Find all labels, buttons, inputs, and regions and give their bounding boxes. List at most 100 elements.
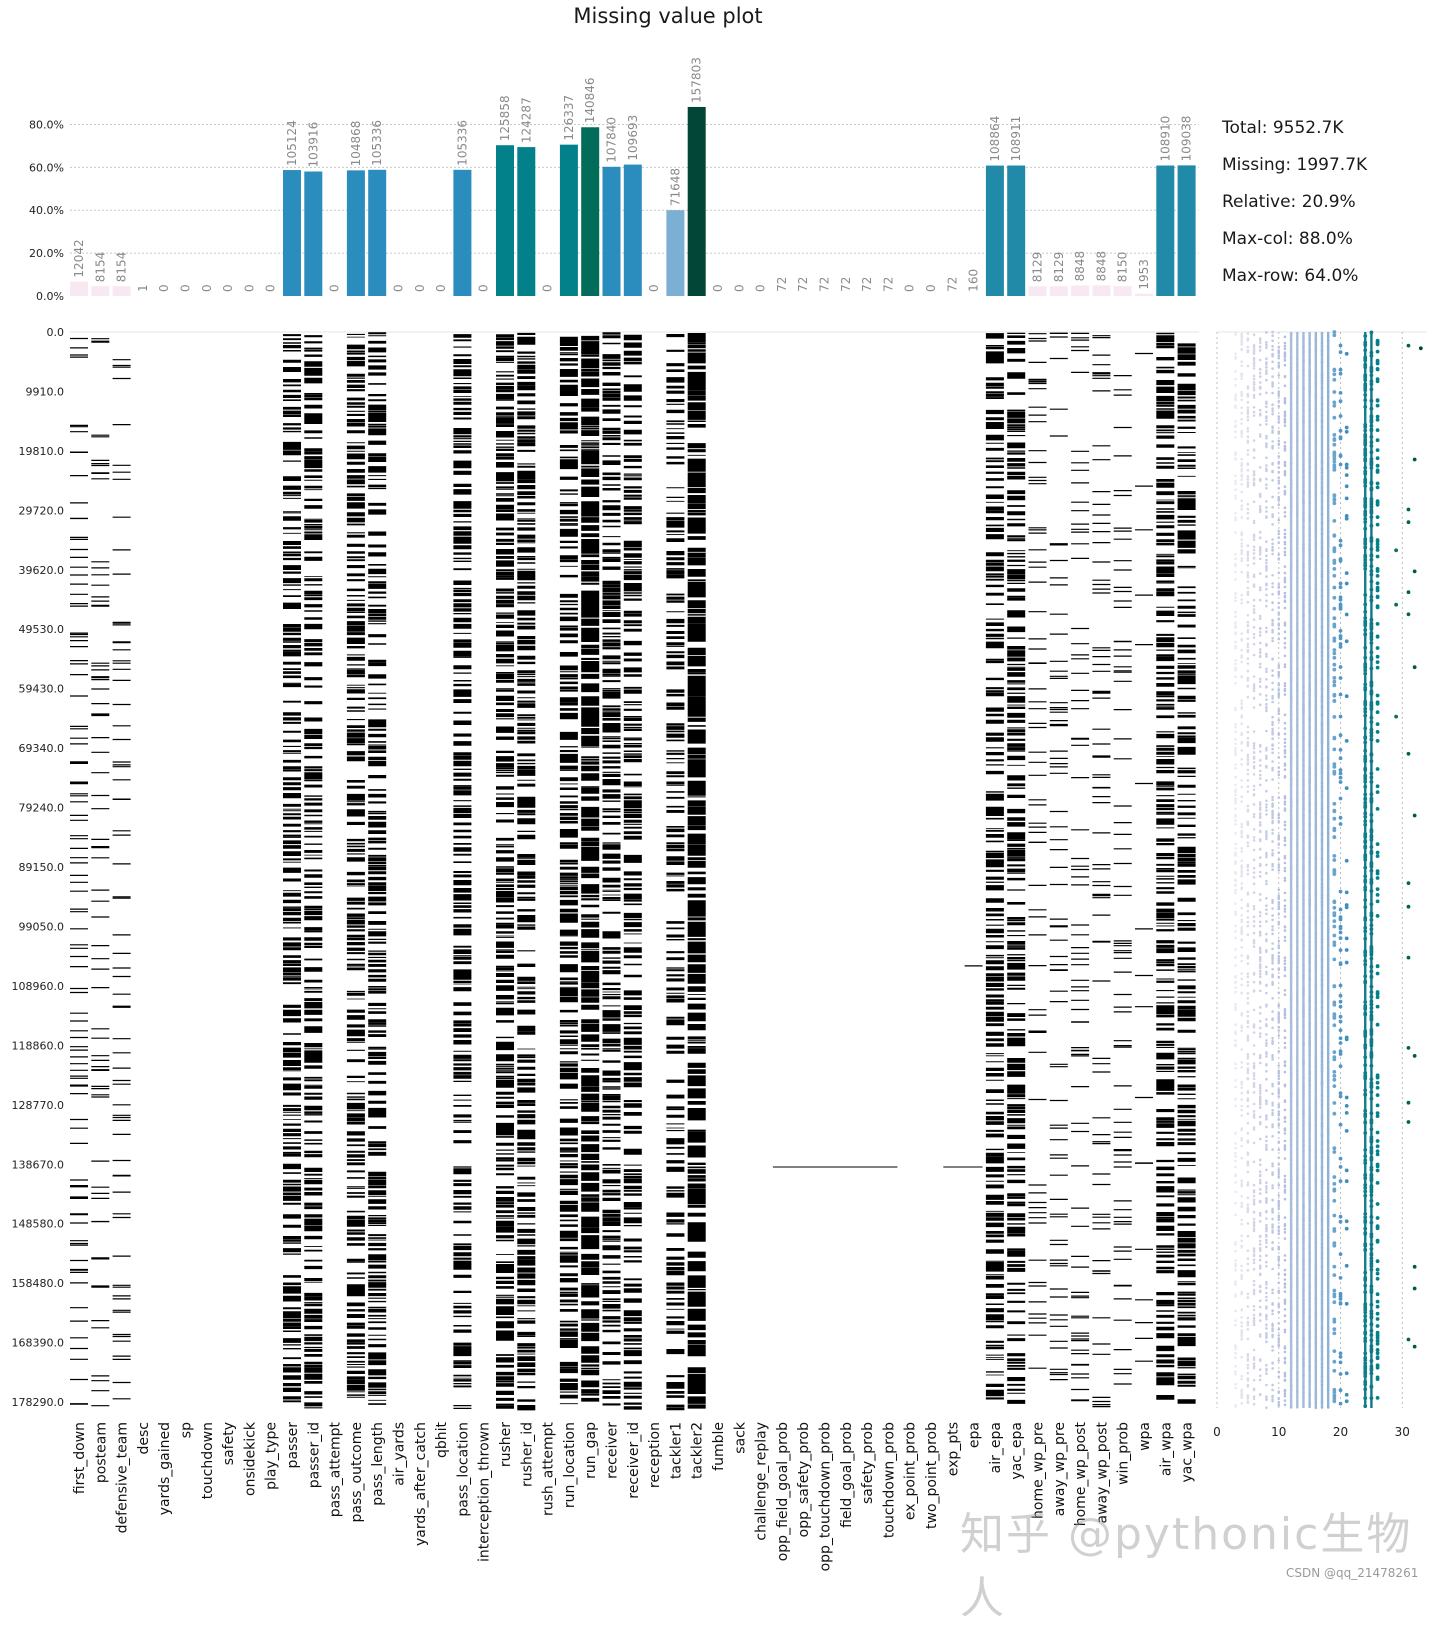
bar-value-label: 72 bbox=[881, 277, 895, 292]
credit-text: CSDN @qq_21478261 bbox=[1286, 1566, 1418, 1580]
density-dots-8 bbox=[1265, 331, 1268, 1409]
watermark: 知乎 @pythonic生物人 bbox=[960, 1498, 1440, 1626]
bar-value-label: 72 bbox=[796, 277, 810, 292]
bar-value-label: 12042 bbox=[72, 239, 86, 277]
bar-ytick-label: 60.0% bbox=[29, 161, 64, 174]
density-dots-26 bbox=[1376, 339, 1380, 1400]
density-xtick-label: 10 bbox=[1271, 1425, 1286, 1439]
bar-value-label: 0 bbox=[903, 284, 917, 292]
column-label-receiver: receiver bbox=[605, 1422, 621, 1479]
matrix-missing-segments bbox=[965, 965, 983, 966]
bar-value-label: 0 bbox=[328, 284, 342, 292]
matrix-missing-segments bbox=[1007, 333, 1025, 1404]
bar-value-label: 0 bbox=[434, 284, 448, 292]
bar-value-label: 0 bbox=[754, 284, 768, 292]
bar-value-label: 72 bbox=[818, 277, 832, 292]
column-label-yards_gained: yards_gained bbox=[157, 1422, 173, 1515]
matrix-row-tick-label: 99050.0 bbox=[19, 920, 65, 933]
bar-away_wp_pre bbox=[1050, 286, 1068, 296]
column-label-sack: sack bbox=[732, 1421, 748, 1454]
bar-receiver bbox=[603, 167, 621, 296]
column-label-air_epa: air_epa bbox=[988, 1422, 1004, 1473]
column-label-two_point_prob: two_point_prob bbox=[924, 1422, 940, 1529]
column-label-touchdown: touchdown bbox=[200, 1422, 216, 1499]
matrix-row-tick-label: 158480.0 bbox=[12, 1277, 65, 1290]
bar-value-label: 105336 bbox=[370, 120, 384, 166]
bar-wpa bbox=[1135, 294, 1153, 296]
bar-run_location bbox=[560, 145, 578, 296]
bar-tackler1 bbox=[666, 210, 684, 296]
bar-value-label: 8154 bbox=[93, 252, 107, 283]
matrix-missing-segments bbox=[581, 336, 599, 1402]
bar-value-label: 72 bbox=[839, 277, 853, 292]
matrix-missing-segments bbox=[496, 334, 514, 1409]
bar-value-label: 109693 bbox=[626, 115, 640, 161]
column-label-reception: reception bbox=[647, 1422, 663, 1488]
bar-posteam bbox=[91, 286, 109, 296]
matrix-row-tick-label: 39620.0 bbox=[19, 564, 65, 577]
bar-value-label: 140846 bbox=[583, 77, 597, 123]
column-label-safety_prob: safety_prob bbox=[860, 1422, 876, 1504]
bar-value-label: 105124 bbox=[285, 120, 299, 166]
matrix-missing-segments bbox=[1092, 335, 1110, 1407]
bar-win_prob bbox=[1114, 286, 1132, 296]
column-label-yac_wpa: yac_wpa bbox=[1180, 1422, 1196, 1482]
matrix-missing-segments bbox=[1029, 333, 1047, 1369]
bar-yac_epa bbox=[1007, 166, 1025, 296]
bar-value-label: 104868 bbox=[349, 121, 363, 167]
matrix-column-away_wp_pre bbox=[1050, 333, 1068, 1381]
density-dots-31 bbox=[1407, 344, 1411, 1342]
bar-rusher_id bbox=[517, 147, 535, 296]
matrix-missing-segments bbox=[113, 359, 131, 1399]
bar-value-label: 124287 bbox=[519, 97, 533, 143]
matrix-column-air_epa bbox=[986, 333, 1004, 1399]
bar-value-label: 0 bbox=[541, 284, 555, 292]
matrix-column-receiver bbox=[603, 332, 621, 1405]
bar-value-label: 160 bbox=[967, 269, 981, 292]
column-label-yards_after_catch: yards_after_catch bbox=[413, 1422, 429, 1546]
bar-value-label: 8848 bbox=[1094, 251, 1108, 282]
bar-value-label: 108910 bbox=[1158, 116, 1172, 162]
matrix-row-tick-label: 0.0 bbox=[47, 326, 65, 339]
bar-tackler2 bbox=[688, 107, 706, 296]
column-label-desc: desc bbox=[136, 1422, 152, 1455]
bar-home_wp_pre bbox=[1029, 286, 1047, 296]
matrix-missing-segments bbox=[666, 334, 684, 1410]
column-label-epa: epa bbox=[967, 1422, 983, 1448]
matrix-missing-segments bbox=[517, 333, 535, 1410]
bar-value-label: 107840 bbox=[605, 117, 619, 163]
column-label-exp_pts: exp_pts bbox=[945, 1422, 961, 1476]
matrix-column-tackler2 bbox=[688, 333, 706, 1409]
bar-value-label: 8154 bbox=[115, 252, 129, 283]
matrix-row-tick-label: 148580.0 bbox=[12, 1218, 65, 1231]
bar-ytick-label: 80.0% bbox=[29, 118, 64, 131]
stat-max-row: Max-row: 64.0% bbox=[1222, 266, 1358, 286]
bar-value-label: 108864 bbox=[988, 116, 1002, 162]
stat-relative: Relative: 20.9% bbox=[1222, 192, 1356, 212]
column-label-pass_attempt: pass_attempt bbox=[328, 1422, 344, 1518]
bar-away_wp_post bbox=[1092, 285, 1110, 296]
matrix-missing-segments bbox=[560, 337, 578, 1404]
bar-value-label: 0 bbox=[221, 284, 235, 292]
stat-total: Total: 9552.7K bbox=[1222, 118, 1343, 138]
bar-passer bbox=[283, 170, 301, 296]
column-label-fumble: fumble bbox=[711, 1422, 727, 1471]
matrix-row-tick-label: 108960.0 bbox=[12, 980, 65, 993]
matrix-column-first_down bbox=[70, 338, 88, 1405]
matrix-column-rusher bbox=[496, 334, 514, 1409]
matrix-missing-segments bbox=[603, 332, 621, 1405]
bar-first_down bbox=[70, 282, 88, 296]
matrix-column-air_wpa bbox=[1156, 333, 1174, 1400]
matrix-row-tick-label: 89150.0 bbox=[19, 861, 65, 874]
matrix-missing-segments bbox=[70, 338, 88, 1405]
column-label-interception_thrown: interception_thrown bbox=[477, 1422, 493, 1562]
bar-value-label: 72 bbox=[775, 277, 789, 292]
column-label-play_type: play_type bbox=[264, 1422, 280, 1490]
matrix-missing-segments bbox=[347, 334, 365, 1398]
column-label-wpa: wpa bbox=[1137, 1422, 1153, 1451]
column-label-yac_epa: yac_epa bbox=[1009, 1422, 1025, 1480]
matrix-column-win_prob bbox=[1114, 375, 1132, 1385]
matrix-missing-segments bbox=[1135, 353, 1153, 1362]
matrix-column-rusher_id bbox=[517, 333, 535, 1410]
bar-value-label: 0 bbox=[264, 284, 278, 292]
